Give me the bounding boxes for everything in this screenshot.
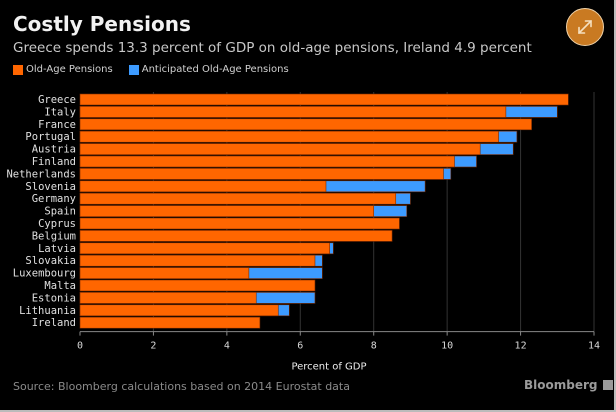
category-label-greece: Greece	[38, 94, 76, 106]
legend-item-old-age: Old-Age Pensions	[13, 64, 113, 75]
bar-old-age-greece	[79, 93, 569, 106]
bloomberg-logo: Bloomberg	[524, 378, 613, 392]
category-label-latvia: Latvia	[38, 243, 76, 255]
category-label-finland: Finland	[32, 156, 76, 168]
x-tick-label: 2	[150, 341, 156, 352]
x-tick-label: 0	[77, 341, 83, 352]
category-label-estonia: Estonia	[32, 292, 76, 304]
category-label-lithuania: Lithuania	[19, 305, 76, 317]
bar-old-age-france	[79, 118, 532, 131]
bar-old-age-latvia	[79, 242, 330, 255]
x-tick-label: 10	[441, 341, 453, 352]
legend-label-old-age: Old-Age Pensions	[26, 64, 113, 75]
bar-old-age-slovenia	[79, 180, 327, 193]
x-tick-label: 12	[515, 341, 527, 352]
bar-old-age-spain	[79, 205, 375, 217]
x-tick-label: 8	[371, 341, 377, 352]
legend-swatch-old-age	[13, 64, 23, 75]
bar-old-age-portugal	[79, 130, 499, 143]
bar-old-age-estonia	[79, 292, 257, 304]
legend: Old-Age Pensions Anticipated Old-Age Pen…	[13, 64, 305, 75]
bar-old-age-slovakia	[79, 254, 316, 267]
legend-label-anticipated: Anticipated Old-Age Pensions	[141, 64, 289, 75]
category-label-portugal: Portugal	[25, 131, 76, 143]
category-label-ireland: Ireland	[32, 317, 76, 329]
expand-button[interactable]	[566, 8, 604, 46]
expand-arrows-icon	[578, 20, 592, 34]
bar-old-age-finland	[79, 155, 455, 168]
x-tick-label: 14	[588, 341, 600, 352]
category-label-slovakia: Slovakia	[25, 255, 76, 267]
bar-old-age-italy	[79, 106, 507, 118]
bar-old-age-germany	[79, 192, 397, 205]
category-label-malta: Malta	[44, 280, 76, 292]
bar-old-age-luxembourg	[79, 267, 250, 279]
bar-old-age-austria	[79, 143, 481, 155]
bar-old-age-cyprus	[79, 217, 400, 230]
brand-name: Bloomberg	[524, 378, 598, 392]
category-label-italy: Italy	[44, 106, 76, 118]
x-axis-title: Percent of GDP	[291, 362, 366, 373]
chart-subtitle: Greece spends 13.3 percent of GDP on old…	[13, 40, 532, 56]
bar-old-age-netherlands	[79, 168, 444, 180]
x-axis: 0 2 4 6 8 10 12 14	[77, 331, 600, 352]
category-label-cyprus: Cyprus	[38, 218, 76, 230]
bar-old-age-lithuania	[79, 304, 279, 317]
category-label-luxembourg: Luxembourg	[13, 268, 76, 280]
source-note: Source: Bloomberg calculations based on …	[13, 380, 350, 393]
category-label-france: France	[38, 119, 76, 131]
x-tick-label: 6	[297, 341, 303, 352]
category-label-belgium: Belgium	[32, 230, 76, 242]
x-tick-label: 4	[224, 341, 230, 352]
category-label-austria: Austria	[32, 144, 76, 156]
category-label-slovenia: Slovenia	[25, 181, 76, 193]
category-label-spain: Spain	[44, 206, 76, 218]
category-label-netherlands: Netherlands	[6, 168, 76, 180]
bloomberg-square-icon	[602, 380, 613, 390]
bar-old-age-ireland	[79, 316, 261, 329]
bar-old-age-belgium	[79, 230, 393, 242]
category-label-germany: Germany	[32, 193, 76, 205]
legend-item-anticipated: Anticipated Old-Age Pensions	[128, 64, 289, 75]
bars	[79, 93, 569, 329]
category-labels: GreeceItalyFrancePortugalAustriaFinlandN…	[6, 94, 76, 329]
legend-swatch-anticipated	[128, 64, 139, 75]
bar-old-age-malta	[79, 279, 316, 292]
chart-title: Costly Pensions	[13, 12, 191, 36]
